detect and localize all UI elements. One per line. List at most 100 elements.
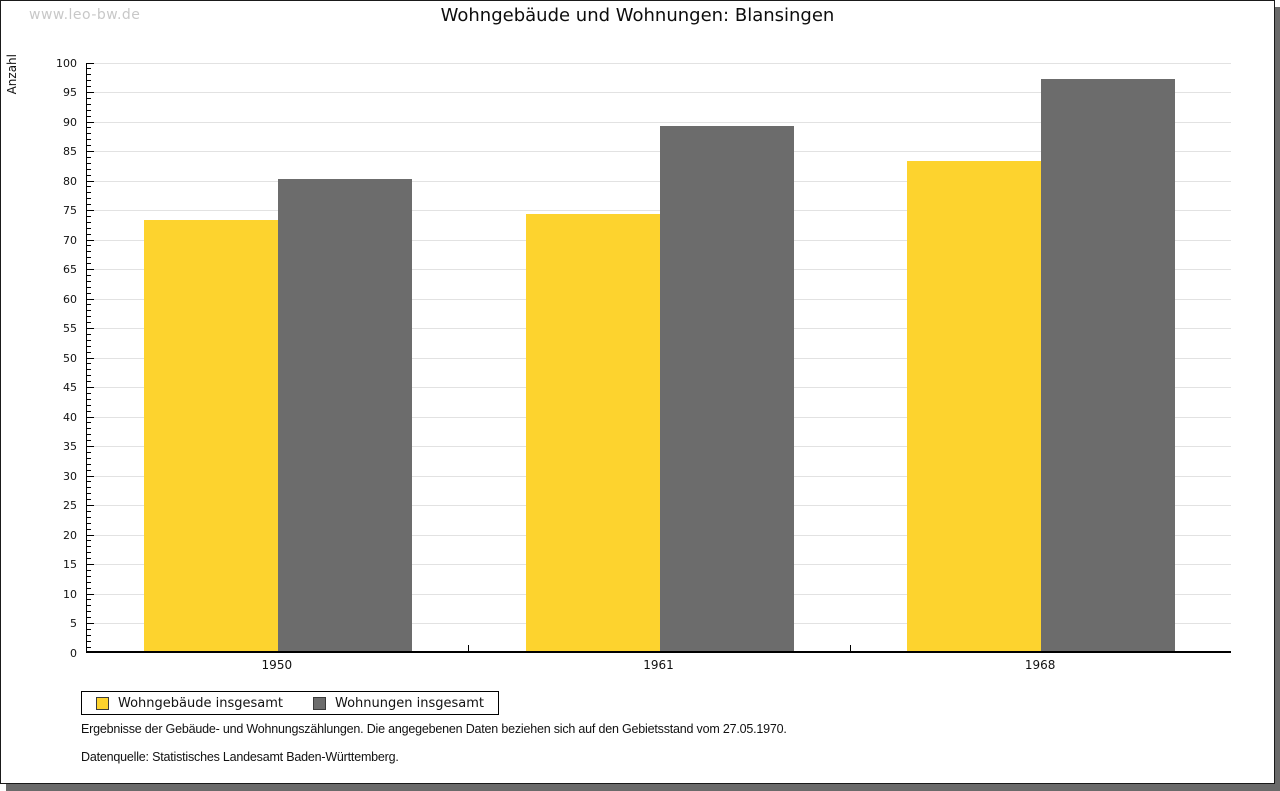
x-tick — [849, 645, 851, 651]
watermark: www.leo-bw.de — [29, 7, 141, 23]
y-axis-tick-labels: 0 5 10 15 20 25 30 35 40 45 50 55 60 65 70 75 80 85 90 95 10… — [9, 57, 77, 660]
y-tick-label: 90 — [63, 115, 77, 129]
y-tick-minor — [87, 245, 91, 247]
y-tick-minor — [87, 351, 91, 353]
y-tick-major — [87, 210, 94, 211]
y-tick-minor — [87, 310, 91, 312]
y-tick-major — [87, 416, 94, 418]
y-tick-minor — [87, 156, 91, 158]
y-tick-minor — [87, 133, 91, 135]
y-tick-minor — [87, 428, 91, 430]
y-tick-minor — [87, 457, 91, 459]
y-tick-major — [87, 239, 94, 241]
y-tick-label: 45 — [63, 381, 77, 394]
y-tick-minor — [87, 398, 91, 400]
y-tick-minor — [87, 569, 91, 571]
y-tick-minor — [87, 587, 91, 589]
y-tick-label: 35 — [63, 440, 77, 453]
footnote-line-2: Datenquelle: Statistisches Landesamt Bad… — [81, 750, 399, 764]
y-tick-minor — [87, 575, 91, 577]
y-tick-minor — [87, 611, 91, 613]
y-tick-minor — [87, 139, 91, 141]
y-tick-minor — [87, 339, 91, 341]
bar-wohnungen-insgesamt-1968 — [1041, 78, 1176, 651]
x-category-label-1968: 1968 — [1024, 658, 1056, 672]
gridline — [87, 210, 1231, 211]
y-tick-label: 65 — [63, 263, 77, 276]
y-tick-minor — [87, 162, 91, 164]
y-tick-minor — [87, 516, 91, 518]
x-category-label-1950: 1950 — [261, 658, 293, 672]
y-tick-minor — [87, 617, 91, 619]
x-tick — [468, 645, 470, 651]
footnotes: Ergebnisse der Gebäude- und Wohnungszähl… — [81, 723, 787, 779]
bar-wohnungen-insgesamt-1961 — [659, 125, 794, 651]
y-tick-minor — [87, 286, 91, 288]
y-tick-minor — [87, 552, 91, 554]
y-tick-minor — [87, 605, 91, 607]
y-tick-minor — [87, 186, 91, 188]
gridline — [87, 151, 1231, 152]
x-category-label-1961: 1961 — [643, 658, 674, 672]
y-tick-label: 15 — [63, 558, 77, 571]
legend: Wohngebäude insgesamt Wohnungen insgesam… — [81, 691, 499, 715]
y-tick-label: 95 — [63, 86, 77, 99]
y-tick-minor — [87, 333, 91, 335]
y-tick-minor — [87, 363, 91, 365]
y-tick-minor — [87, 103, 91, 105]
gridline — [87, 121, 1231, 123]
y-tick-minor — [87, 481, 91, 483]
y-tick-label: 20 — [63, 528, 77, 542]
y-tick-label: 30 — [63, 469, 77, 483]
y-tick-minor — [87, 422, 91, 424]
gridline — [87, 62, 1231, 64]
gridline — [87, 92, 1231, 93]
y-tick-major — [87, 180, 94, 182]
y-tick-minor — [87, 227, 91, 229]
y-tick-minor — [87, 168, 91, 170]
y-tick-minor — [87, 451, 91, 453]
y-tick-minor — [87, 410, 91, 412]
y-tick-minor — [87, 322, 91, 324]
y-tick-major — [87, 387, 94, 388]
y-tick-major — [87, 92, 94, 93]
y-tick-minor — [87, 274, 91, 276]
y-tick-minor — [87, 251, 91, 253]
y-tick-label: 100 — [56, 56, 77, 70]
y-tick-minor — [87, 74, 91, 76]
bar-wohngeb-ude-insgesamt-1950 — [143, 220, 278, 651]
bar-wohnungen-insgesamt-1950 — [277, 179, 412, 651]
y-tick-minor — [87, 375, 91, 377]
y-tick-minor — [87, 493, 91, 495]
y-tick-label: 75 — [63, 204, 77, 217]
y-tick-minor — [87, 540, 91, 542]
y-tick-minor — [87, 369, 91, 371]
bar-wohngeb-ude-insgesamt-1961 — [525, 214, 660, 651]
y-tick-minor — [87, 558, 91, 560]
legend-item-wohngebaeude: Wohngebäude insgesamt — [96, 696, 283, 711]
y-tick-minor — [87, 510, 91, 512]
y-tick-minor — [87, 487, 91, 489]
y-tick-minor — [87, 280, 91, 282]
y-tick-minor — [87, 257, 91, 259]
y-tick-major — [87, 623, 94, 624]
bar-wohngeb-ude-insgesamt-1968 — [907, 161, 1042, 651]
y-tick-minor — [87, 381, 91, 383]
y-tick-label: 50 — [63, 351, 77, 365]
y-tick-minor — [87, 192, 91, 194]
y-tick-major — [87, 62, 94, 64]
y-tick-minor — [87, 634, 91, 636]
y-tick-minor — [87, 640, 91, 642]
y-tick-minor — [87, 204, 91, 206]
y-tick-label: 25 — [63, 499, 77, 512]
y-tick-minor — [87, 440, 91, 442]
y-tick-major — [87, 564, 94, 565]
plot-area — [86, 62, 1231, 653]
y-tick-minor — [87, 215, 91, 217]
gridline — [87, 180, 1231, 182]
y-tick-label: 60 — [63, 292, 77, 306]
y-tick-minor — [87, 469, 91, 471]
y-tick-minor — [87, 127, 91, 129]
y-tick-label: 0 — [70, 646, 77, 660]
